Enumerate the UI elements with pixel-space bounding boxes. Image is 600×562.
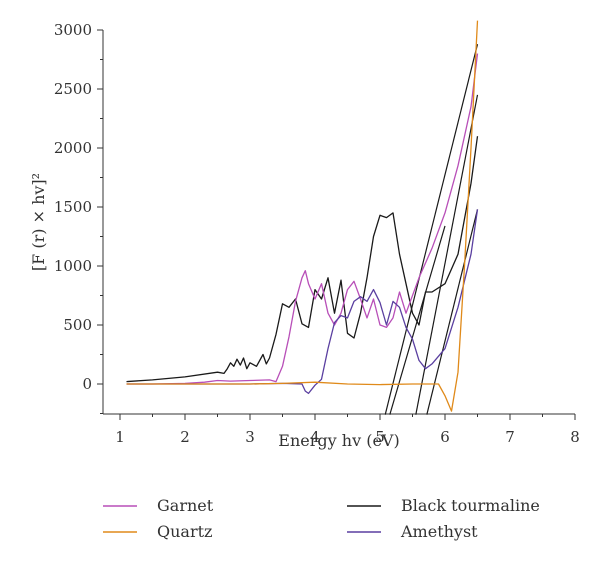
- fit-line: [389, 225, 446, 415]
- y-tick-label: 500: [63, 316, 92, 334]
- x-tick-label: 4: [310, 428, 320, 446]
- x-tick-label: 1: [115, 428, 125, 446]
- y-tick-label: 1500: [54, 198, 92, 216]
- series-line-garnet: [126, 53, 479, 385]
- legend-label-amethyst: Amethyst: [400, 522, 478, 541]
- x-axis-label: Energy hv (eV): [278, 431, 399, 450]
- fit-lines: [384, 44, 479, 415]
- legend-label-quartz: Quartz: [157, 522, 212, 541]
- plot-area: 1 2 3 4 5 6 7 8 0 500 1000 1500 2000 2500 3000: [54, 20, 580, 446]
- fit-line: [384, 44, 479, 415]
- y-tick-label: 2500: [54, 80, 92, 98]
- y-tick-label: 3000: [54, 21, 92, 39]
- y-tick-label: 2000: [54, 139, 92, 157]
- x-tick-label: 8: [570, 428, 580, 446]
- x-tick-label: 6: [440, 428, 450, 446]
- y-ticks: 0 500 1000 1500 2000 2500 3000: [54, 21, 103, 414]
- x-tick-label: 5: [375, 428, 385, 446]
- legend: Garnet Quartz Black tourmaline Amethyst: [103, 496, 540, 541]
- y-axis-label: [F (r) × hv]²: [29, 173, 48, 271]
- series-line-quartz: [126, 20, 479, 412]
- series-lines: [126, 20, 479, 412]
- legend-label-garnet: Garnet: [157, 496, 214, 515]
- series-line-amethyst: [126, 209, 479, 395]
- x-ticks: 1 2 3 4 5 6 7 8: [115, 414, 580, 446]
- legend-label-black-tourmaline: Black tourmaline: [401, 496, 540, 515]
- x-tick-label: 7: [505, 428, 515, 446]
- x-tick-label: 2: [180, 428, 190, 446]
- x-tick-label: 3: [245, 428, 255, 446]
- series-line-black-tourmaline: [126, 136, 479, 383]
- fit-line: [415, 94, 479, 415]
- y-tick-label: 0: [82, 375, 92, 393]
- fit-line: [426, 209, 479, 415]
- y-tick-label: 1000: [54, 257, 92, 275]
